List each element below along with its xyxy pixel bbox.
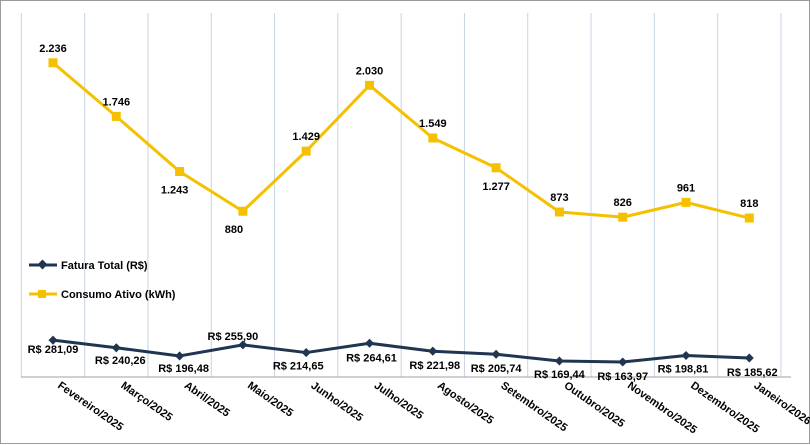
point-consumo-8 — [491, 163, 501, 173]
data-label-fatura-5: R$ 214,65 — [273, 361, 324, 373]
data-label-consumo-5: 1.429 — [292, 131, 320, 143]
data-label-fatura-3: R$ 196,48 — [158, 363, 209, 375]
point-consumo-1 — [48, 58, 58, 68]
point-consumo-4 — [238, 206, 248, 216]
x-tick-label-1: Fevereiro/2025 — [55, 380, 125, 434]
x-tick-label-9: Outubro/2025 — [562, 380, 627, 431]
data-label-consumo-9: 873 — [550, 192, 568, 204]
x-tick-label-5: Junho/2025 — [308, 380, 364, 425]
data-label-consumo-7: 1.549 — [419, 118, 447, 130]
x-tick-label-2: Março/2025 — [119, 380, 175, 424]
data-label-consumo-2: 1.746 — [103, 96, 131, 108]
point-consumo-11 — [681, 197, 691, 207]
point-consumo-2 — [111, 111, 121, 121]
data-labels: 2.236 1.746 1.243 880 1.429 2.030 1.549 1.277 87… — [28, 43, 778, 383]
data-label-fatura-9: R$ 169,44 — [534, 369, 586, 381]
data-label-fatura-11: R$ 198,81 — [658, 364, 709, 376]
point-fatura-5 — [301, 348, 311, 358]
x-tick-label-4: Maio/2025 — [245, 380, 295, 420]
legend-marker-consumo — [38, 290, 46, 298]
x-tick-label-6: Julho/2025 — [372, 380, 425, 422]
x-tick-label-11: Dezembro/2025 — [688, 380, 761, 436]
point-fatura-2 — [111, 343, 121, 353]
point-consumo-12 — [744, 213, 754, 223]
legend-label-consumo: Consumo Ativo (kWh) — [61, 289, 176, 301]
x-tick-label-8: Setembro/2025 — [498, 380, 569, 435]
series-line-fatura — [52, 338, 750, 364]
point-fatura-4 — [238, 340, 248, 350]
grid-lines — [20, 13, 782, 377]
point-consumo-9 — [554, 207, 564, 217]
data-label-consumo-3: 1.243 — [161, 184, 189, 196]
data-label-fatura-8: R$ 205,74 — [471, 363, 523, 375]
data-label-fatura-10: R$ 163,97 — [597, 371, 648, 383]
x-tick-label-12: Janeiro/2026 — [752, 380, 810, 428]
data-label-consumo-11: 961 — [677, 182, 695, 194]
data-label-consumo-1: 2.236 — [39, 43, 67, 55]
data-label-fatura-2: R$ 240,26 — [95, 355, 146, 367]
data-label-fatura-7: R$ 221,98 — [409, 360, 460, 372]
data-label-fatura-4: R$ 255,90 — [208, 331, 259, 343]
point-consumo-3 — [175, 166, 185, 176]
data-label-fatura-1: R$ 281,09 — [28, 344, 79, 356]
data-label-fatura-12: R$ 185,62 — [727, 367, 778, 379]
data-label-consumo-8: 1.277 — [482, 181, 510, 193]
point-consumo-6 — [365, 80, 374, 90]
point-fatura-9 — [554, 356, 564, 366]
data-label-fatura-6: R$ 264,61 — [346, 352, 397, 364]
data-label-consumo-6: 2.030 — [356, 65, 384, 77]
point-fatura-3 — [175, 351, 185, 361]
point-consumo-10 — [618, 212, 628, 222]
legend-label-fatura: Fatura Total (R$) — [61, 260, 148, 272]
data-label-consumo-4: 880 — [225, 224, 243, 236]
point-consumo-7 — [428, 133, 438, 143]
series-line-consumo — [52, 61, 750, 220]
data-label-consumo-10: 826 — [614, 197, 632, 209]
x-tick-label-10: Novembro/2025 — [625, 380, 699, 437]
point-fatura-8 — [491, 349, 501, 359]
point-fatura-10 — [618, 357, 628, 367]
point-fatura-7 — [428, 346, 438, 356]
legend-item-consumo: Consumo Ativo (kWh) — [29, 289, 176, 301]
x-tick-label-7: Agosto/2025 — [435, 380, 495, 427]
point-fatura-12 — [744, 353, 754, 363]
legend-item-fatura: Fatura Total (R$) — [29, 259, 148, 272]
point-fatura-6 — [364, 338, 375, 348]
legend-marker-fatura — [37, 259, 48, 270]
data-label-consumo-12: 818 — [740, 198, 758, 210]
legend: Fatura Total (R$) Consumo Ativo (kWh) — [29, 259, 176, 301]
point-fatura-11 — [681, 350, 691, 361]
x-tick-label-3: Abril/2025 — [182, 380, 232, 420]
point-consumo-5 — [301, 146, 311, 156]
